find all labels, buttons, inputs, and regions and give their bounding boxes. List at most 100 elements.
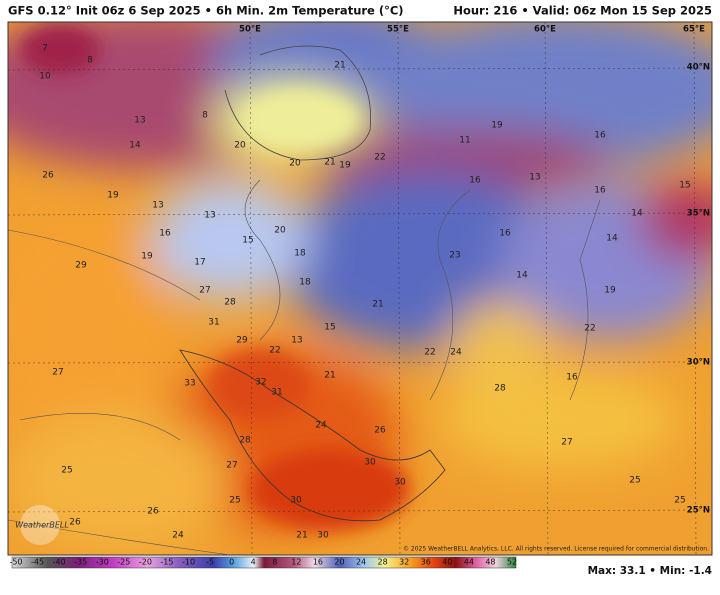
temp-label: 23: [449, 251, 460, 261]
temp-label: 19: [141, 252, 153, 262]
temp-label: 26: [374, 426, 386, 436]
temp-label: 21: [324, 371, 335, 381]
map-frame: [7, 21, 713, 556]
header-left: GFS 0.12° Init 06z 6 Sep 2025 • 6h Min. …: [8, 4, 404, 18]
temp-label: 16: [594, 131, 606, 141]
colorbar-tick-label: -40: [53, 558, 66, 567]
temp-label: 22: [584, 324, 595, 334]
copyright: © 2025 WeatherBELL Analytics, LLC. All r…: [403, 546, 709, 553]
temp-label: 19: [491, 121, 503, 131]
temp-label: 14: [631, 209, 643, 219]
temp-label: 30: [394, 478, 406, 488]
colorbar-tick-label: 44: [464, 558, 474, 567]
temp-label: 19: [339, 161, 351, 171]
temp-label: 13: [529, 173, 540, 183]
temp-label: 30: [290, 496, 302, 506]
temp-label: 17: [194, 258, 205, 268]
colorbar-tick-label: 0: [229, 558, 234, 567]
colorbar-tick-label: -25: [117, 558, 130, 567]
header-right: Hour: 216 • Valid: 06z Mon 15 Sep 2025: [453, 4, 712, 18]
temperature-labels: 7 10 8 13 14 8 20 21 19 22 21 20 11 16 19 13 16 16 15 14 14 1…: [39, 44, 690, 541]
temp-label: 25: [229, 496, 240, 506]
stats: Max: 33.1 • Min: -1.4: [588, 565, 712, 577]
temp-label: 19: [107, 191, 119, 201]
colorbar-tick-label: 52: [507, 558, 517, 567]
colorbar-tick-label: 20: [334, 558, 344, 567]
longitude-label: 60°E: [534, 25, 556, 35]
temp-label: 15: [242, 236, 253, 246]
temp-label: 26: [42, 171, 54, 181]
temp-label: 18: [294, 249, 306, 259]
temp-label: 13: [291, 336, 302, 346]
longitude-label: 65°E: [683, 25, 705, 35]
temp-label: 16: [594, 186, 606, 196]
temp-label: 26: [69, 518, 81, 528]
temp-label: 18: [299, 278, 311, 288]
latitude-label: 35°N: [687, 209, 710, 219]
temp-label: 21: [372, 300, 383, 310]
temp-label: 8: [202, 111, 208, 121]
temp-label: 10: [39, 72, 51, 82]
temp-label: 16: [159, 229, 171, 239]
temp-label: 28: [239, 436, 251, 446]
colorbar-tick-label: 24: [356, 558, 366, 567]
temp-label: 14: [129, 141, 141, 151]
temp-label: 25: [61, 466, 72, 476]
colorbar-tick-label: 8: [272, 558, 277, 567]
temp-label: 30: [317, 531, 329, 541]
temp-label: 22: [269, 346, 280, 356]
colorbar-tick-label: 32: [399, 558, 409, 567]
map: 7 10 8 13 14 8 20 21 19 22 21 20 11 16 19 13 16 16 15 14 14 1…: [8, 22, 712, 555]
temp-label: 13: [204, 211, 215, 221]
temp-label: 7: [42, 44, 48, 54]
temp-label: 27: [226, 461, 237, 471]
temp-label: 13: [152, 201, 163, 211]
colorbar-tick-label: -20: [139, 558, 152, 567]
temp-label: 28: [224, 298, 236, 308]
temp-label: 24: [315, 421, 327, 431]
temp-label: 31: [208, 318, 219, 328]
colorbar-tick-label: 4: [251, 558, 256, 567]
temp-label: 26: [147, 507, 159, 517]
temp-label: 29: [75, 261, 87, 271]
colorbar-ticks: -50 -45 -40 -35 -30 -25 -20 -15 -10 -5 0 4 8 12 16 20 24…: [9, 558, 517, 567]
temp-label: 24: [450, 348, 462, 358]
temp-label: 28: [494, 384, 506, 394]
temp-label: 16: [469, 176, 481, 186]
latitude-label: 30°N: [687, 358, 710, 368]
colorbar-tick-label: 36: [421, 558, 431, 567]
temp-label: 22: [424, 348, 435, 358]
colorbar-tick-label: -10: [182, 558, 195, 567]
temp-label: 16: [566, 373, 578, 383]
temp-label: 19: [604, 286, 616, 296]
temp-label: 14: [516, 271, 528, 281]
temp-label: 27: [561, 438, 572, 448]
logo-text: WeatherBELL: [15, 521, 69, 530]
colorbar-tick-label: -45: [31, 558, 44, 567]
longitude-label: 50°E: [239, 25, 261, 35]
temp-label: 14: [606, 234, 618, 244]
logo: WeatherBELL: [15, 505, 69, 545]
temp-label: 33: [184, 379, 195, 389]
colorbar-tick-label: 16: [313, 558, 323, 567]
temp-label: 11: [459, 136, 470, 146]
temp-label: 20: [234, 141, 246, 151]
colorbar-tick-label: -35: [74, 558, 87, 567]
temp-label: 21: [324, 158, 335, 168]
temp-label: 21: [334, 61, 345, 71]
colorbar-tick-label: -50: [9, 558, 22, 567]
temp-label: 31: [271, 388, 282, 398]
temp-label: 29: [236, 336, 248, 346]
temp-label: 13: [134, 116, 145, 126]
colorbar-tick-label: -5: [206, 558, 214, 567]
temp-label: 27: [199, 286, 210, 296]
temp-label: 8: [87, 56, 93, 66]
graticule-labels: 50°E 55°E 60°E 65°E 40°N 35°N 30°N 25°N: [239, 25, 710, 516]
latitude-label: 25°N: [687, 506, 710, 516]
temp-label: 16: [499, 229, 511, 239]
temp-label: 25: [629, 476, 640, 486]
colorbar-tick-label: 28: [378, 558, 388, 567]
temp-label: 32: [255, 378, 266, 388]
